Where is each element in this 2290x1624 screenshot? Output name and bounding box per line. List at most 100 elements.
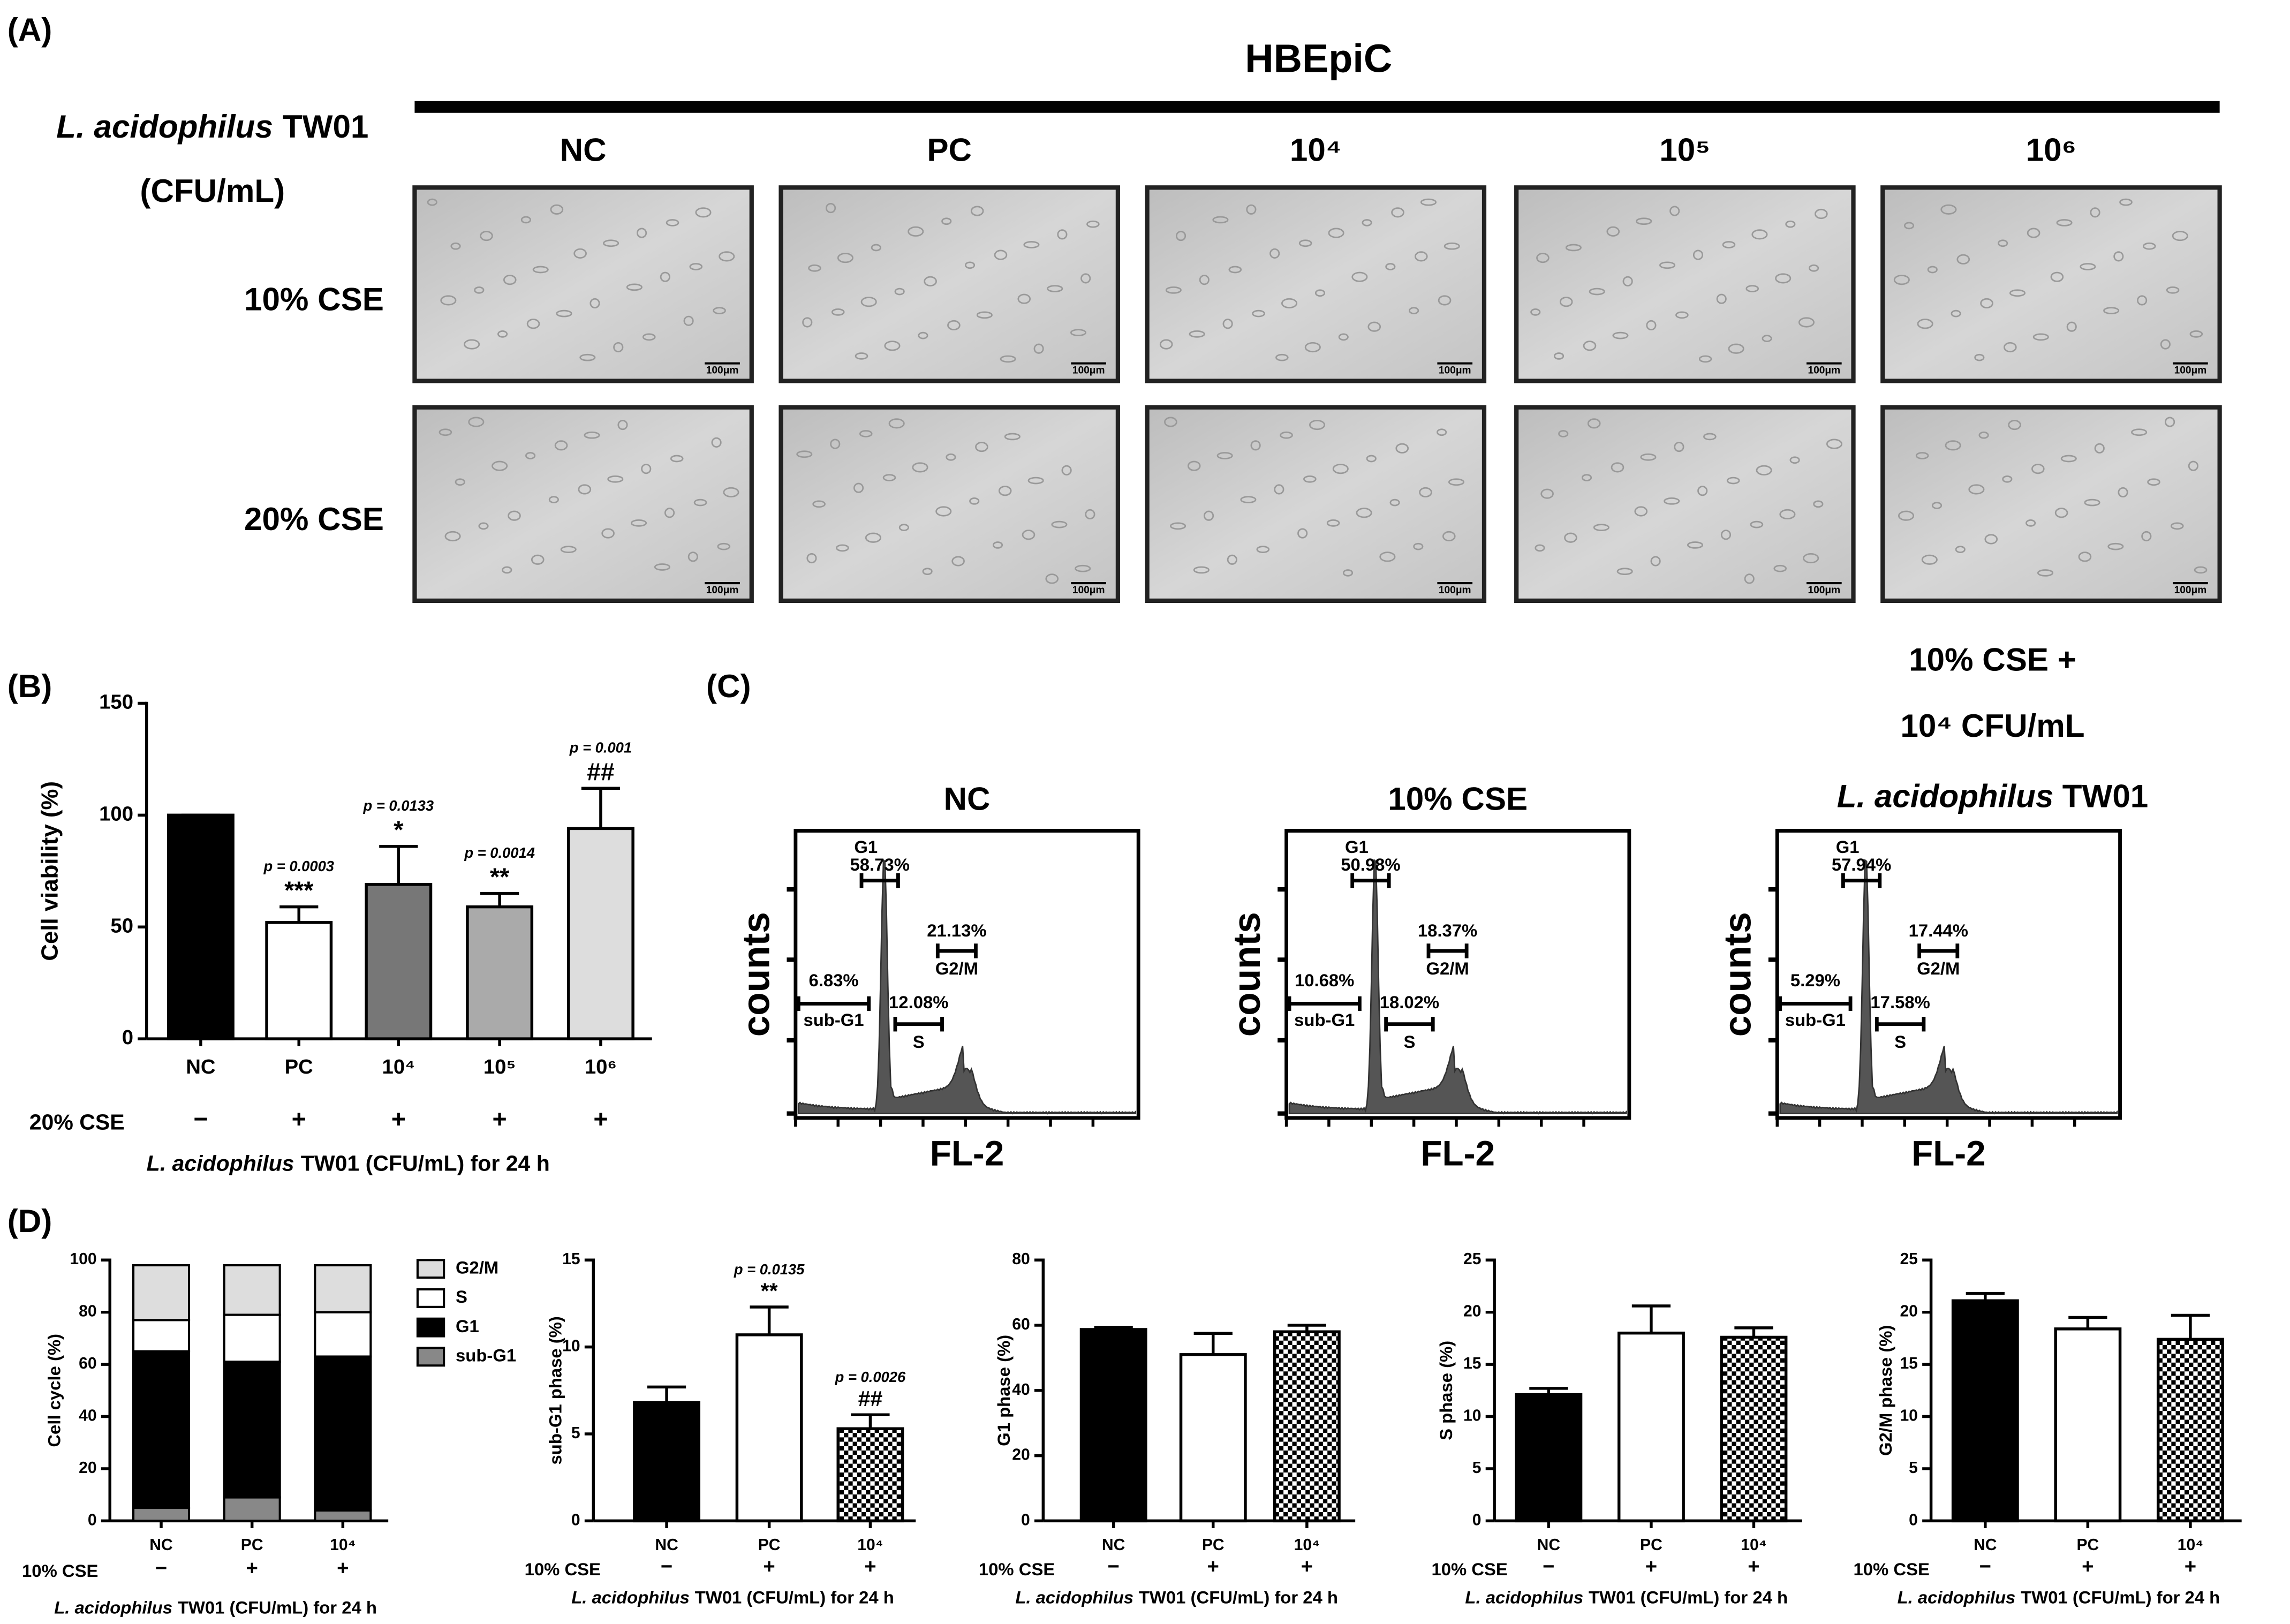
histogram	[1288, 858, 1627, 1115]
row-header: L. acidophilus TW01	[56, 109, 368, 145]
cell	[2131, 428, 2148, 436]
cell	[830, 439, 841, 449]
cell	[2084, 498, 2100, 507]
cell	[2008, 419, 2021, 430]
cell	[998, 486, 1012, 496]
cell	[1745, 285, 1759, 292]
cell	[1051, 520, 1068, 528]
x-axis-label: FL-2	[930, 1134, 1004, 1173]
cell	[1274, 484, 1284, 495]
cell	[664, 508, 675, 518]
cell	[1047, 285, 1063, 292]
scale-bar-label: 100μm	[706, 365, 739, 376]
cell	[554, 440, 568, 451]
gate-name: G1	[1836, 837, 1860, 857]
cell	[837, 253, 853, 263]
p-value: p = 0.0014	[464, 844, 535, 861]
cell	[666, 219, 679, 226]
cell	[970, 206, 984, 216]
cell	[1698, 355, 1712, 363]
row-sign: +	[337, 1557, 349, 1580]
cell	[1298, 239, 1312, 247]
cell	[631, 519, 647, 527]
x-tick-label: 10⁴	[330, 1536, 356, 1554]
cell	[1309, 419, 1326, 430]
cell	[1728, 343, 1744, 354]
cell	[1420, 198, 1437, 206]
cell	[1000, 355, 1016, 363]
y-tick-label: 5	[571, 1424, 580, 1442]
cell	[2032, 333, 2049, 341]
histogram	[1779, 858, 2118, 1115]
row-sign: +	[864, 1555, 876, 1578]
bar-segment	[223, 1264, 281, 1316]
x-tick-label: PC	[1202, 1536, 1225, 1554]
cell	[1385, 263, 1396, 270]
cell	[478, 522, 489, 530]
plot-title-rest: TW01	[2062, 778, 2149, 814]
cell	[1165, 286, 1182, 294]
cell	[898, 524, 909, 531]
cell	[1027, 477, 1044, 485]
cell	[2080, 263, 2096, 270]
cell	[1199, 275, 1210, 285]
cell	[503, 275, 517, 285]
cell	[1998, 239, 2008, 247]
cell	[1170, 522, 1186, 530]
x-axis-label-italic: L. acidophilus	[571, 1587, 690, 1607]
bar-segment	[314, 1509, 372, 1522]
cell	[912, 462, 928, 473]
x-tick-label: 10⁴	[2178, 1536, 2203, 1554]
legend-label: S	[456, 1287, 467, 1306]
y-axis-label: counts	[1717, 912, 1759, 1037]
cell	[1022, 530, 1036, 540]
scale-bar-label: 100μm	[2174, 585, 2207, 596]
cell	[573, 248, 587, 259]
cell	[508, 510, 521, 521]
cell	[1240, 496, 1257, 503]
cell	[1227, 554, 1237, 565]
significance: **	[761, 1278, 778, 1303]
cell	[1222, 319, 1233, 329]
cell	[1070, 329, 1087, 336]
cell	[1216, 452, 1233, 459]
cell	[1756, 465, 1772, 475]
cell	[1587, 418, 1601, 429]
cell	[607, 475, 624, 483]
cell	[584, 431, 600, 439]
cell	[1419, 487, 1432, 497]
y-axis-label: G1 phase (%)	[994, 1335, 1014, 1446]
y-tick-label: 100	[70, 1250, 96, 1268]
y-tick-label: 40	[1012, 1381, 1030, 1399]
row-label: 10% CSE	[1431, 1559, 1507, 1579]
cell	[2147, 478, 2160, 486]
bar-segment	[223, 1361, 281, 1499]
cell	[1438, 295, 1452, 306]
cell	[1395, 443, 1409, 454]
cell	[1023, 241, 1040, 248]
gate-percent: 21.13%	[927, 920, 986, 940]
cell	[1583, 341, 1597, 351]
y-tick-label: 15	[562, 1250, 580, 1268]
cell	[2078, 552, 2092, 562]
bar-segment	[314, 1311, 372, 1358]
row-header-rest: TW01	[283, 109, 369, 145]
cell	[951, 556, 965, 566]
legend-swatch	[416, 1347, 445, 1367]
plot-title-italic: L. acidophilus	[1837, 778, 2054, 814]
cell	[1826, 439, 1843, 449]
cell	[1033, 343, 1044, 354]
x-tick-label: NC	[149, 1536, 172, 1554]
cell	[1193, 566, 1210, 574]
row-sign: +	[1301, 1555, 1313, 1578]
row-sign: −	[155, 1557, 167, 1580]
x-tick-label: PC	[758, 1536, 781, 1554]
cell	[1622, 276, 1633, 286]
micrograph	[412, 405, 754, 603]
row-label: 10% CSE	[22, 1561, 98, 1581]
bar	[2054, 1327, 2122, 1523]
row-sign: −	[1543, 1555, 1554, 1578]
significance: ***	[284, 877, 314, 904]
cell	[1004, 433, 1021, 441]
